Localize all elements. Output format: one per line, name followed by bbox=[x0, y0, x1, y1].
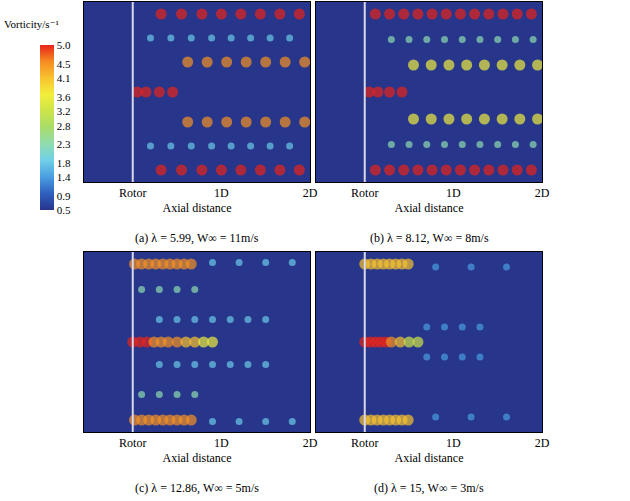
svg-text:1D: 1D bbox=[446, 186, 461, 200]
svg-text:(a) λ = 5.99, W∞ = 11m/s: (a) λ = 5.99, W∞ = 11m/s bbox=[135, 231, 259, 245]
svg-text:3.6: 3.6 bbox=[57, 91, 71, 103]
svg-text:2D: 2D bbox=[303, 436, 318, 450]
svg-text:1D: 1D bbox=[446, 436, 461, 450]
svg-text:1.4: 1.4 bbox=[57, 171, 71, 183]
svg-text:Rotor: Rotor bbox=[351, 436, 378, 450]
svg-text:0.5: 0.5 bbox=[57, 204, 71, 216]
svg-text:2.3: 2.3 bbox=[57, 138, 71, 150]
svg-text:4.5: 4.5 bbox=[57, 58, 71, 70]
svg-text:3.2: 3.2 bbox=[57, 105, 71, 117]
svg-text:Rotor: Rotor bbox=[351, 186, 378, 200]
svg-text:5.0: 5.0 bbox=[57, 39, 71, 51]
svg-text:1.8: 1.8 bbox=[57, 157, 71, 169]
svg-text:1D: 1D bbox=[214, 436, 229, 450]
svg-text:Rotor: Rotor bbox=[119, 186, 146, 200]
svg-text:(d) λ = 15, W∞ = 3m/s: (d) λ = 15, W∞ = 3m/s bbox=[374, 481, 484, 495]
svg-text:(b) λ = 8.12, W∞ = 8m/s: (b) λ = 8.12, W∞ = 8m/s bbox=[370, 231, 489, 245]
svg-text:2.8: 2.8 bbox=[57, 120, 71, 132]
svg-text:Axial distance: Axial distance bbox=[163, 201, 232, 215]
svg-text:Axial distance: Axial distance bbox=[395, 451, 464, 465]
svg-text:(c) λ = 12.86, W∞ = 5m/s: (c) λ = 12.86, W∞ = 5m/s bbox=[135, 481, 259, 495]
svg-text:2D: 2D bbox=[303, 186, 318, 200]
svg-text:0.9: 0.9 bbox=[57, 190, 71, 202]
svg-text:Rotor: Rotor bbox=[119, 436, 146, 450]
svg-text:Axial distance: Axial distance bbox=[163, 451, 232, 465]
svg-text:2D: 2D bbox=[535, 436, 550, 450]
svg-text:Vorticity/s⁻¹: Vorticity/s⁻¹ bbox=[4, 18, 59, 30]
svg-text:4.1: 4.1 bbox=[57, 72, 71, 84]
svg-text:1D: 1D bbox=[214, 186, 229, 200]
svg-text:2D: 2D bbox=[535, 186, 550, 200]
svg-text:Axial distance: Axial distance bbox=[395, 201, 464, 215]
